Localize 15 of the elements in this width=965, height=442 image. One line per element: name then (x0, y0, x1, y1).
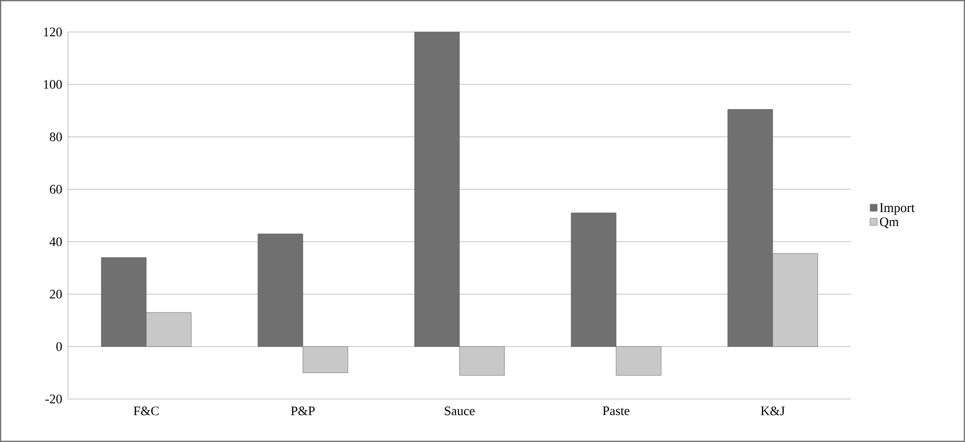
y-tick-label: -20 (45, 394, 62, 404)
y-tick-label: 0 (56, 342, 62, 351)
x-tick-label: Paste (602, 406, 630, 416)
y-tick-label: 120 (44, 28, 62, 36)
legend-label: Import (880, 203, 915, 215)
y-tick-label: 40 (50, 237, 62, 246)
x-tick-label: Sauce (444, 406, 475, 416)
y-tick-label: 80 (50, 132, 62, 142)
y-tick-label: 20 (50, 290, 62, 299)
x-tick-label: P&P (290, 406, 315, 416)
legend-label: Qm (880, 217, 899, 228)
y-tick-label: 60 (50, 184, 62, 194)
y-tick-label: 100 (44, 80, 62, 89)
x-tick-label: F&C (134, 406, 159, 416)
x-tick-label: K&J (760, 406, 785, 416)
